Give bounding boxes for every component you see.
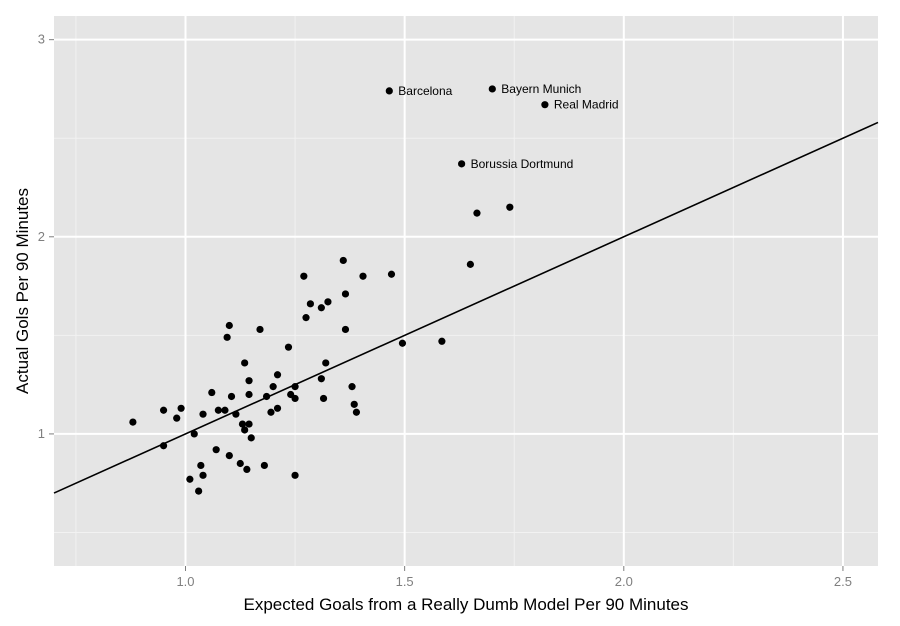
data-point [159,406,168,414]
data-point [302,314,310,322]
plot-panel [54,16,878,566]
data-point [352,408,361,416]
data-point [317,375,325,383]
y-tick-label: 1 [38,426,45,441]
data-point [341,290,350,298]
data-point [197,461,205,470]
data-point [466,260,474,268]
data-point [221,406,229,414]
data-point [225,452,233,460]
data-point [291,383,299,391]
data-point [195,487,203,495]
data-point [300,272,308,280]
points-layer [129,85,549,495]
x-axis-ticks: 1.0 1.5 2.0 2.5 [176,566,852,589]
data-point-barcelona [385,87,393,95]
data-point [256,325,264,334]
data-point [269,383,277,391]
data-point [339,256,347,265]
x-tick-label: 1.5 [396,574,414,589]
reference-line [53,121,879,494]
data-point [208,388,216,397]
data-point [350,400,358,408]
data-point [341,325,350,334]
data-point [260,461,268,470]
data-point [317,304,325,312]
data-point [245,420,253,428]
data-point-borussia-dortmund [458,160,466,168]
data-point-bayern-munich [488,85,496,93]
point-label: Borussia Dortmund [471,157,574,171]
point-label: Bayern Munich [501,82,581,96]
data-point [284,343,293,351]
data-point [241,359,249,367]
point-label: Barcelona [398,84,452,98]
data-point [212,446,220,454]
x-tick-label: 2.0 [615,574,633,589]
data-point [506,203,514,211]
data-point [238,420,247,428]
point-label: Real Madrid [554,98,619,112]
data-point [199,471,207,479]
data-point [214,406,222,414]
x-tick-label: 1.0 [176,574,194,589]
data-point [232,410,240,418]
data-point [177,404,185,412]
data-point [190,430,198,438]
data-point [243,465,251,474]
data-point [245,390,253,399]
data-point [227,392,236,401]
data-point [159,442,168,450]
data-point [324,298,332,306]
data-point [319,394,328,403]
data-point [273,371,282,379]
y-tick-label: 3 [38,32,45,47]
data-point-real-madrid [541,101,549,109]
data-point [186,475,194,483]
data-point [225,321,233,330]
data-point [387,270,396,278]
data-point [199,410,207,418]
y-axis-title: Actual Gols Per 90 Minutes [13,188,32,394]
y-axis-ticks: 1 2 3 [38,32,54,441]
data-point [438,337,446,345]
data-point [359,272,367,280]
data-point [291,471,299,479]
data-point [267,408,275,416]
minor-gridlines [54,16,878,566]
data-point [247,434,255,442]
reference-line-layer [53,121,879,494]
data-point [245,377,253,385]
data-point [306,300,315,308]
y-tick-label: 2 [38,229,45,244]
x-tick-label: 2.5 [834,574,852,589]
data-point [273,404,282,412]
data-point [236,459,244,468]
point-labels-layer: Barcelona Bayern Munich Real Madrid Borussi… [398,82,618,171]
data-point [348,383,356,391]
data-point [262,392,271,401]
data-point [291,394,299,403]
data-point [129,418,137,426]
data-point [322,359,330,367]
data-point [173,414,181,422]
x-axis-title: Expected Goals from a Really Dumb Model … [243,595,688,614]
data-point [398,339,407,347]
data-point [223,333,231,341]
data-point [473,209,481,217]
data-point [241,426,249,434]
